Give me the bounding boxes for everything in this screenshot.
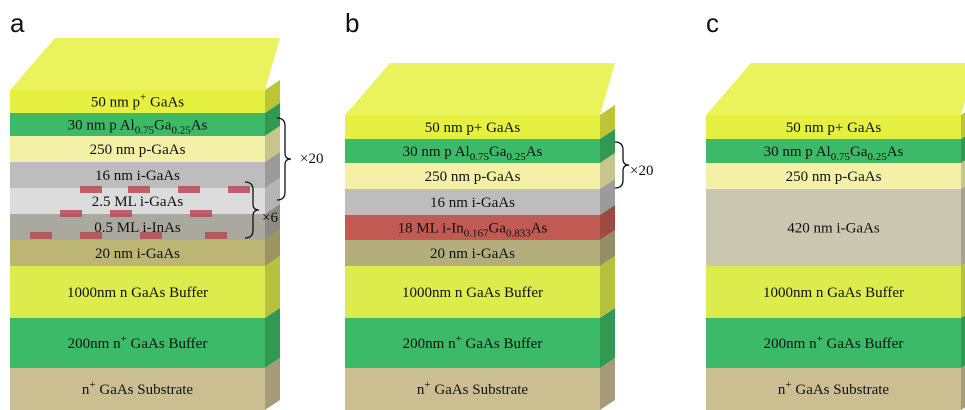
layer-label: 1000nm n GaAs Buffer <box>402 285 543 301</box>
label-part: 200nm n <box>764 336 817 352</box>
label-part: Ga <box>488 221 506 237</box>
panel-label: b <box>345 8 359 38</box>
figure: a50 nm p+ GaAs30 nm p Al0.75Ga0.25As250 … <box>0 0 965 410</box>
quantum-dot <box>178 186 200 193</box>
layer-label: 16 nm i-GaAs <box>95 168 180 184</box>
label-part: 30 nm p Al <box>403 144 470 160</box>
layer-label: 20 nm i-GaAs <box>95 246 180 262</box>
quantum-dot <box>30 232 52 239</box>
label-part: 50 nm p+ GaAs <box>786 120 882 136</box>
label-part: As <box>887 144 904 160</box>
label-part: Ga <box>154 118 172 134</box>
repeat-label: ×6 <box>262 210 278 226</box>
label-part: 0.25 <box>171 125 191 137</box>
layer-side <box>600 308 615 368</box>
label-part: 18 ML i-In <box>398 221 465 237</box>
label-part: 1000nm n GaAs Buffer <box>402 285 543 301</box>
layer-label: 2.5 ML i-GaAs <box>92 194 184 210</box>
layer-label: 200nm n+ GaAs Buffer <box>68 333 208 352</box>
label-part: 420 nm i-GaAs <box>787 221 880 237</box>
label-part: GaAs <box>146 95 184 111</box>
layer-label: 1000nm n GaAs Buffer <box>763 285 904 301</box>
layer-label: 250 nm p-GaAs <box>90 142 186 158</box>
layer-label: 200nm n+ GaAs Buffer <box>764 333 904 352</box>
repeat-label: ×20 <box>300 151 323 167</box>
layer-label: 50 nm p+ GaAs <box>786 120 882 136</box>
quantum-dot <box>205 232 227 239</box>
label-part: 20 nm i-GaAs <box>430 246 515 262</box>
label-part: 250 nm p-GaAs <box>90 142 186 158</box>
label-part: 0.75 <box>831 151 851 163</box>
label-part: 200nm n <box>403 336 456 352</box>
label-part: 0.833 <box>506 228 531 240</box>
label-part: GaAs Buffer <box>462 336 543 352</box>
label-part: 50 nm p <box>91 95 140 111</box>
label-part: 0.25 <box>506 151 526 163</box>
quantum-dot <box>60 210 82 217</box>
layer-label: 50 nm p+ GaAs <box>91 92 184 111</box>
layer-side <box>600 256 615 318</box>
label-part: GaAs Substrate <box>792 382 890 398</box>
panel-label: a <box>10 8 25 38</box>
label-part: 250 nm p-GaAs <box>425 169 521 185</box>
label-part: As <box>526 144 543 160</box>
quantum-dot <box>228 186 250 193</box>
label-part: 16 nm i-GaAs <box>430 195 515 211</box>
quantum-dot <box>140 232 162 239</box>
top-face <box>706 63 965 115</box>
label-part: GaAs Buffer <box>823 336 904 352</box>
layer-label: 50 nm p+ GaAs <box>425 120 521 136</box>
label-part: 0.5 ML i-InAs <box>94 220 181 236</box>
layer-label: 16 nm i-GaAs <box>430 195 515 211</box>
layer-label: 200nm n+ GaAs Buffer <box>403 333 543 352</box>
quantum-dot <box>80 232 102 239</box>
layer-side <box>265 308 280 368</box>
label-part: 250 nm p-GaAs <box>786 169 882 185</box>
repeat-label: ×20 <box>630 163 653 179</box>
label-part: GaAs Substrate <box>96 382 194 398</box>
label-part: 200nm n <box>68 336 121 352</box>
layer-label: 1000nm n GaAs Buffer <box>67 285 208 301</box>
layer-label: 250 nm p-GaAs <box>786 169 882 185</box>
top-face <box>10 38 280 90</box>
layer-label: 20 nm i-GaAs <box>430 246 515 262</box>
label-part: GaAs Buffer <box>127 336 208 352</box>
top-face <box>345 63 615 115</box>
layer-label: n+ GaAs Substrate <box>82 379 194 398</box>
layer-label: 250 nm p-GaAs <box>425 169 521 185</box>
label-part: GaAs Substrate <box>431 382 529 398</box>
layer-side <box>961 179 965 266</box>
label-part: 16 nm i-GaAs <box>95 168 180 184</box>
label-part: As <box>531 221 548 237</box>
label-part: 20 nm i-GaAs <box>95 246 180 262</box>
quantum-dot <box>80 186 102 193</box>
label-part: Ga <box>489 144 507 160</box>
panel-label: c <box>706 8 719 38</box>
quantum-dot <box>190 210 212 217</box>
label-part: 30 nm p Al <box>764 144 831 160</box>
label-part: 1000nm n GaAs Buffer <box>763 285 904 301</box>
layer-label: n+ GaAs Substrate <box>778 379 890 398</box>
quantum-dot <box>128 186 150 193</box>
label-part: 0.25 <box>867 151 887 163</box>
label-part: 30 nm p Al <box>68 118 135 134</box>
label-part: 2.5 ML i-GaAs <box>92 194 184 210</box>
layer-label: n+ GaAs Substrate <box>417 379 529 398</box>
label-part: Ga <box>850 144 868 160</box>
label-part: 50 nm p+ GaAs <box>425 120 521 136</box>
quantum-dot <box>110 210 132 217</box>
layer-label: 0.5 ML i-InAs <box>94 220 181 236</box>
layer-side <box>265 256 280 318</box>
label-part: 0.75 <box>470 151 490 163</box>
layer-label: 420 nm i-GaAs <box>787 221 880 237</box>
label-part: 1000nm n GaAs Buffer <box>67 285 208 301</box>
repeat-bracket <box>615 142 629 188</box>
label-part: As <box>191 118 208 134</box>
label-part: 0.75 <box>135 125 155 137</box>
label-part: 0.167 <box>464 228 489 240</box>
